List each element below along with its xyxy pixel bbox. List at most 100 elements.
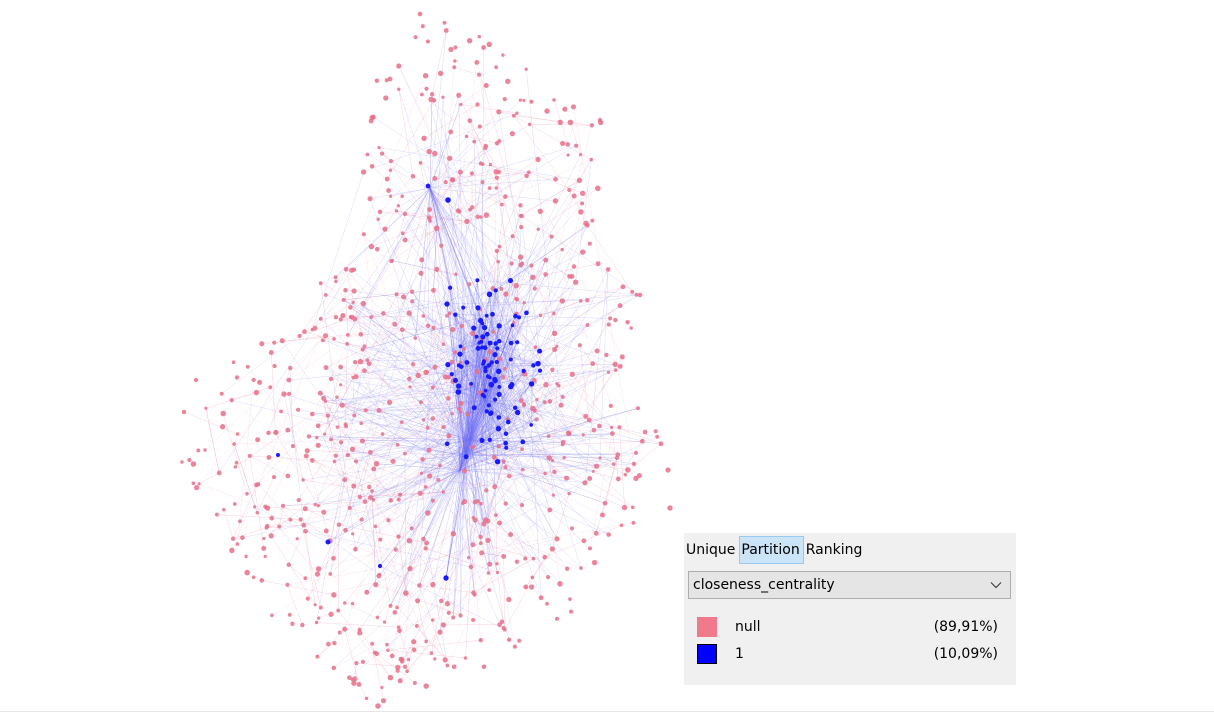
node-null	[639, 438, 645, 444]
node-null	[448, 46, 454, 53]
node-null	[508, 531, 514, 538]
node-null	[245, 491, 249, 496]
node-null	[332, 337, 336, 341]
node-null	[552, 346, 558, 352]
tab-ranking[interactable]: Ranking	[805, 542, 863, 558]
node-null	[181, 409, 187, 415]
node-null	[421, 418, 426, 422]
node-null	[479, 550, 485, 556]
node-null	[512, 644, 517, 649]
node-null	[392, 321, 398, 327]
node-null	[419, 471, 424, 475]
attribute-select[interactable]: closeness_centrality	[688, 571, 1011, 599]
node-null	[637, 292, 643, 298]
node-null	[328, 611, 334, 617]
node-null	[623, 473, 628, 477]
node-null	[262, 536, 266, 541]
node-1	[496, 338, 502, 344]
node-null	[478, 541, 483, 546]
node-null	[359, 421, 364, 426]
node-null	[484, 488, 489, 493]
node-null	[388, 498, 394, 503]
node-null	[421, 536, 426, 542]
legend-swatch-null[interactable]	[697, 617, 717, 637]
node-null	[395, 605, 399, 610]
node-null	[318, 281, 323, 286]
node-null	[619, 354, 625, 360]
node-null	[567, 119, 574, 126]
node-1	[507, 278, 514, 284]
node-null	[426, 148, 432, 155]
node-null	[475, 499, 480, 504]
node-null	[376, 407, 382, 413]
tab-unique[interactable]: Unique	[686, 542, 736, 558]
tab-partition[interactable]: Partition	[739, 536, 804, 564]
node-1	[497, 384, 502, 389]
node-null	[351, 300, 355, 305]
node-null	[529, 99, 534, 104]
node-null	[373, 460, 380, 467]
node-null	[344, 424, 349, 429]
node-null	[456, 406, 462, 412]
node-null	[562, 106, 568, 112]
node-null	[503, 194, 508, 199]
node-null	[631, 520, 636, 525]
node-null	[497, 139, 502, 143]
node-null	[501, 554, 507, 559]
node-1	[465, 360, 470, 365]
node-1	[456, 383, 462, 389]
node-null	[495, 562, 499, 566]
node-null	[580, 201, 585, 206]
node-null	[328, 572, 333, 576]
node-null	[230, 536, 236, 541]
node-1	[480, 334, 486, 340]
node-null	[530, 575, 535, 580]
legend-swatch-1[interactable]	[697, 644, 717, 664]
node-null	[507, 637, 512, 642]
node-null	[398, 492, 403, 497]
node-null	[399, 657, 405, 662]
node-null	[375, 703, 381, 709]
node-null	[363, 408, 368, 413]
node-null	[518, 98, 523, 102]
node-null	[374, 78, 380, 83]
node-null	[487, 348, 493, 355]
node-null	[452, 65, 457, 70]
node-null	[266, 430, 271, 436]
node-null	[420, 92, 424, 97]
node-null	[235, 542, 240, 546]
node-null	[386, 518, 391, 523]
node-null	[430, 498, 435, 503]
node-null	[400, 294, 407, 300]
node-null	[496, 444, 501, 449]
node-null	[337, 630, 342, 635]
node-null	[364, 589, 370, 595]
node-null	[471, 515, 476, 520]
node-null	[625, 467, 631, 473]
node-null	[332, 459, 337, 464]
node-null	[380, 698, 387, 704]
node-null	[297, 333, 302, 339]
node-null	[606, 532, 611, 537]
node-null	[595, 185, 601, 192]
node-null	[611, 462, 616, 466]
node-null	[583, 413, 589, 419]
node-1	[537, 348, 543, 354]
node-null	[336, 608, 341, 613]
node-null	[551, 493, 556, 497]
node-null	[413, 336, 418, 340]
node-null	[378, 537, 383, 542]
node-null	[524, 67, 528, 71]
node-1	[504, 445, 509, 450]
node-null	[306, 434, 312, 439]
node-null	[587, 546, 593, 551]
node-null	[467, 282, 472, 287]
node-null	[343, 287, 348, 293]
node-null	[357, 630, 363, 636]
node-null	[406, 310, 412, 316]
node-null	[409, 526, 414, 531]
node-null	[347, 505, 352, 510]
node-null	[591, 559, 598, 566]
node-null	[277, 524, 282, 529]
